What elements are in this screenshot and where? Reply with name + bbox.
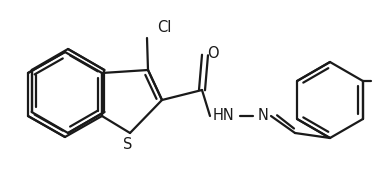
Text: O: O	[207, 45, 219, 61]
Text: N: N	[257, 108, 269, 124]
Text: S: S	[123, 137, 133, 152]
Text: Cl: Cl	[157, 20, 172, 36]
Text: HN: HN	[213, 108, 235, 124]
